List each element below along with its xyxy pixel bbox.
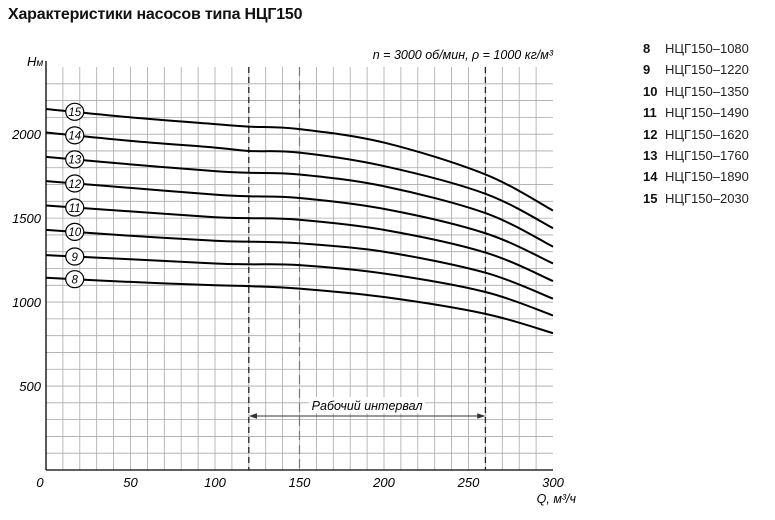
x-tick-label: 150 xyxy=(289,475,311,490)
series-label-15: 15 xyxy=(68,107,81,119)
series-label-10: 10 xyxy=(68,227,81,239)
series-label-12: 12 xyxy=(68,179,81,191)
legend-label: НЦГ150–2030 xyxy=(665,190,749,206)
series-label-9: 9 xyxy=(72,252,79,264)
y-axis-label: Hм xyxy=(27,54,43,69)
series-label-13: 13 xyxy=(68,155,81,167)
legend-label: НЦГ150–1620 xyxy=(665,126,749,142)
legend-number: 14 xyxy=(643,169,658,185)
series-line-14 xyxy=(45,131,554,230)
series-label-circle xyxy=(65,102,85,121)
page-title: Характеристики насосов типа НЦГ150 xyxy=(8,6,303,23)
legend: 8 НЦГ150–1080 9 НЦГ150–1220 10 НЦГ150–1350 … xyxy=(643,38,749,209)
legend-item: 13 НЦГ150–1760 xyxy=(643,145,749,166)
legend-number: 10 xyxy=(643,83,658,99)
x-tick-label: 200 xyxy=(372,475,395,490)
series-label-circle xyxy=(65,150,85,169)
series-label-circle xyxy=(65,222,85,241)
x-axis-label: Q, м³/ч xyxy=(537,492,577,506)
series-label-circle xyxy=(65,174,85,193)
legend-item: 11 НЦГ150–1490 xyxy=(643,102,749,123)
legend-label: НЦГ150–1890 xyxy=(665,169,749,185)
series-label-circle xyxy=(65,198,85,217)
series-label-8: 8 xyxy=(72,274,79,286)
legend-number: 13 xyxy=(643,147,658,163)
interval-label: Рабочий интервал xyxy=(312,399,423,413)
legend-label: НЦГ150–1760 xyxy=(665,147,749,163)
curves xyxy=(45,107,554,335)
series-label-circle xyxy=(65,126,85,145)
series-line-13 xyxy=(45,155,554,248)
legend-label: НЦГ150–1080 xyxy=(665,41,749,56)
series-line-10 xyxy=(45,228,554,300)
legend-item: 12 НЦГ150–1620 xyxy=(643,124,749,145)
y-tick-label: 500 xyxy=(19,379,41,394)
legend-number: 9 xyxy=(643,62,651,78)
interval-label-background xyxy=(309,397,426,413)
series-label-14: 14 xyxy=(68,131,81,143)
y-tick-label: 1500 xyxy=(12,211,42,226)
grid xyxy=(46,67,553,470)
series-label-circle xyxy=(65,270,85,289)
x-tick-label: 0 xyxy=(36,475,44,490)
x-tick-label: 250 xyxy=(457,475,480,490)
legend-number: 15 xyxy=(643,190,658,206)
y-axis-label-unit: м xyxy=(36,58,43,69)
legend-label: НЦГ150–1490 xyxy=(665,105,749,121)
legend-item: 8 НЦГ150–1080 xyxy=(643,38,749,59)
series-line-12 xyxy=(45,180,554,265)
legend-number: 8 xyxy=(643,41,651,56)
legend-number: 11 xyxy=(643,105,657,121)
legend-item: 9 НЦГ150–1220 xyxy=(643,59,749,80)
legend-number: 12 xyxy=(643,126,658,142)
x-tick-label: 300 xyxy=(542,475,564,490)
series-label-circle xyxy=(65,247,85,266)
series-label-11: 11 xyxy=(69,203,81,215)
legend-label: НЦГ150–1350 xyxy=(665,83,749,99)
legend-item: 10 НЦГ150–1350 xyxy=(643,81,749,102)
series-line-8 xyxy=(45,276,554,335)
x-tick-label: 50 xyxy=(123,475,138,490)
x-tick-label: 100 xyxy=(204,475,226,490)
y-axis-label-main: H xyxy=(27,54,37,69)
y-tick-label: 2000 xyxy=(11,127,42,142)
series-line-11 xyxy=(45,204,554,283)
legend-item: 15 НЦГ150–2030 xyxy=(643,188,749,209)
legend-label: НЦГ150–1220 xyxy=(665,62,749,78)
y-tick-label: 1000 xyxy=(12,295,42,310)
series-line-9 xyxy=(45,254,554,317)
legend-item: 14 НЦГ150–1890 xyxy=(643,166,749,187)
series-line-15 xyxy=(45,107,554,212)
conditions-label: n = 3000 об/мин, ρ = 1000 кг/м³ xyxy=(373,48,554,62)
